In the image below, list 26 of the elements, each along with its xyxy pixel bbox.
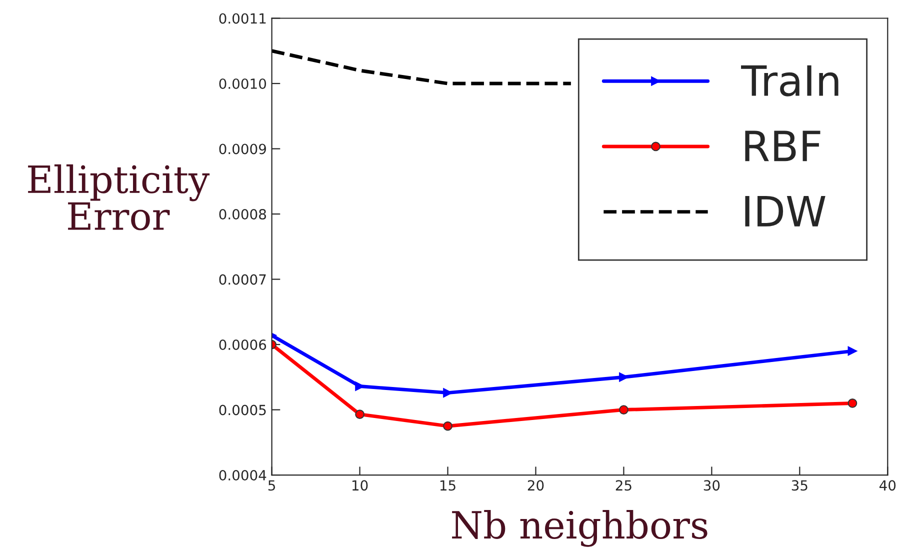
x-axis-title: Nb neighbors <box>452 510 708 547</box>
x-tick-label: 20 <box>528 480 544 491</box>
y-tick-label: 0.0004 <box>219 470 266 480</box>
legend-label: TraIn <box>741 65 838 96</box>
point <box>619 405 628 414</box>
x-tick-label: 35 <box>792 480 808 491</box>
y-tick-label: 0.0010 <box>219 78 266 89</box>
x-tick-label: 15 <box>440 480 456 491</box>
point <box>355 410 364 420</box>
y-axis-title: Ellipticity Error <box>28 164 210 230</box>
y-tick-label: 0.0011 <box>219 13 266 24</box>
y-tick-label: 0.0005 <box>219 404 266 416</box>
point <box>848 346 858 356</box>
legend-label: IDW <box>745 196 826 226</box>
point <box>848 398 858 408</box>
x-tick-label: 25 <box>616 480 632 491</box>
x-tick-label: 5 <box>268 480 276 491</box>
x-tick-label: 40 <box>879 480 896 491</box>
y-tick-label: 0.0009 <box>219 144 266 154</box>
point <box>443 421 452 431</box>
y-tick-label: 0.0008 <box>219 208 266 220</box>
y-tick-label: 0.0006 <box>219 339 266 350</box>
x-tick-label: 30 <box>704 480 720 491</box>
x-tick-label: 10 <box>352 480 368 491</box>
legend-label: RBF <box>745 130 820 162</box>
y-tick-label: 0.0007 <box>219 274 266 285</box>
